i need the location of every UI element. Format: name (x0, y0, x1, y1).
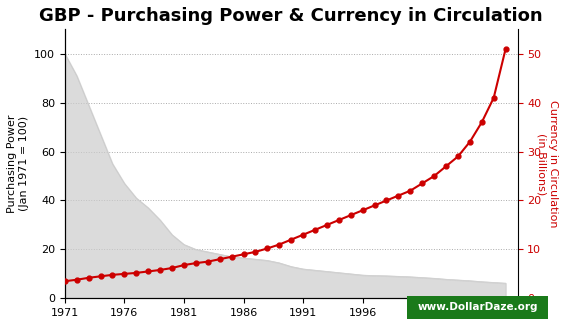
Title: GBP - Purchasing Power & Currency in Circulation: GBP - Purchasing Power & Currency in Cir… (40, 7, 543, 25)
Y-axis label: Currency in Circulation
(in Billions): Currency in Circulation (in Billions) (536, 100, 558, 228)
Y-axis label: Purchasing Power
(Jan 1971 = 100): Purchasing Power (Jan 1971 = 100) (7, 114, 29, 213)
Text: www.DollarDaze.org: www.DollarDaze.org (417, 302, 538, 312)
